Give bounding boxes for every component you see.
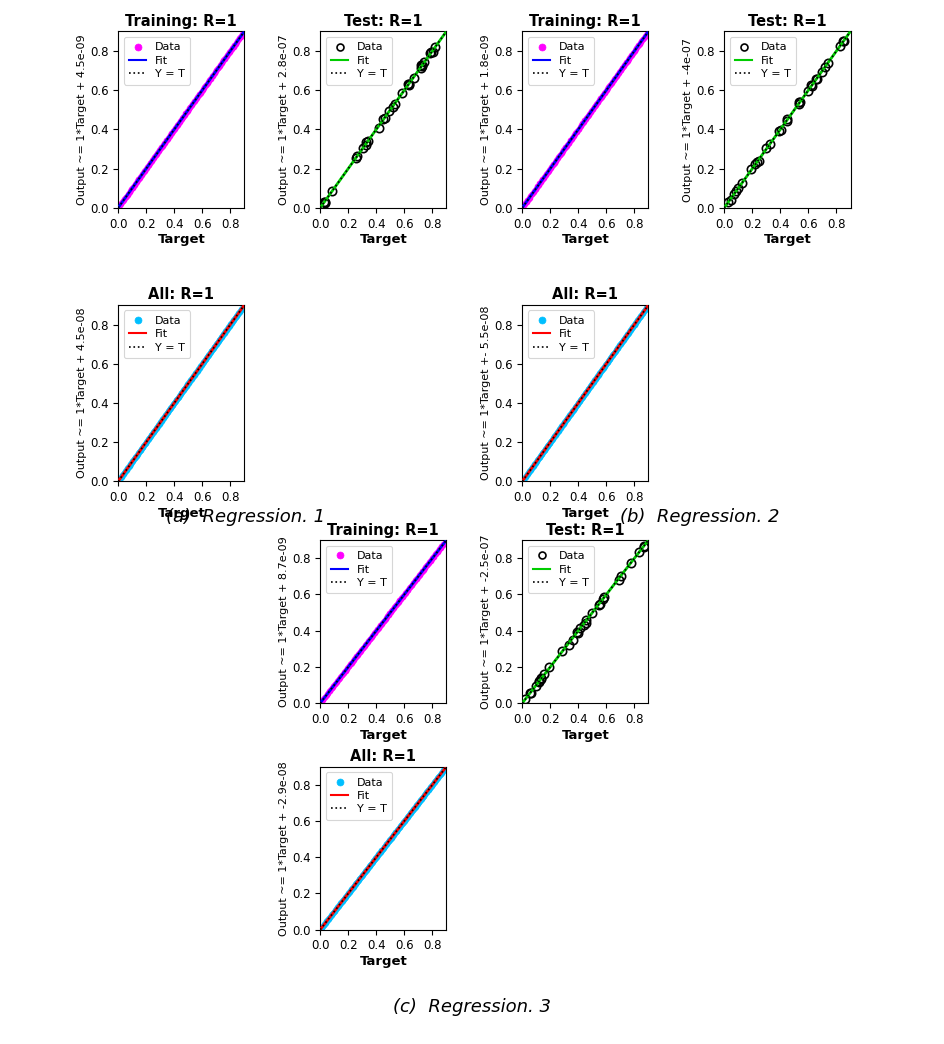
Legend: Data, Fit, Y = T: Data, Fit, Y = T: [527, 546, 594, 593]
Legend: Data, Fit, Y = T: Data, Fit, Y = T: [527, 37, 594, 85]
Legend: Data, Fit, Y = T: Data, Fit, Y = T: [124, 37, 190, 85]
Legend: Data, Fit, Y = T: Data, Fit, Y = T: [527, 310, 594, 358]
Title: All: R=1: All: R=1: [350, 749, 416, 764]
Y-axis label: Output ~= 1*Target + -2.5e-07: Output ~= 1*Target + -2.5e-07: [480, 535, 491, 709]
Legend: Data, Fit, Y = T: Data, Fit, Y = T: [326, 37, 392, 85]
Y-axis label: Output ~= 1*Target + 8.7e-09: Output ~= 1*Target + 8.7e-09: [278, 537, 289, 707]
Title: All: R=1: All: R=1: [551, 287, 617, 303]
Y-axis label: Output ~= 1*Target + 4.5e-09: Output ~= 1*Target + 4.5e-09: [76, 34, 87, 205]
Legend: Data, Fit, Y = T: Data, Fit, Y = T: [326, 773, 392, 820]
X-axis label: Target: Target: [561, 507, 609, 520]
Legend: Data, Fit, Y = T: Data, Fit, Y = T: [326, 546, 392, 593]
Legend: Data, Fit, Y = T: Data, Fit, Y = T: [729, 37, 796, 85]
Y-axis label: Output ~= 1*Target + -4e-07: Output ~= 1*Target + -4e-07: [683, 38, 692, 201]
Title: Training: R=1: Training: R=1: [126, 14, 237, 29]
Text: (a)  Regression. 1: (a) Regression. 1: [166, 507, 325, 526]
X-axis label: Target: Target: [359, 729, 407, 741]
Title: Test: R=1: Test: R=1: [748, 14, 826, 29]
Title: Training: R=1: Training: R=1: [327, 523, 439, 538]
X-axis label: Target: Target: [359, 233, 407, 246]
Title: All: R=1: All: R=1: [148, 287, 214, 303]
X-axis label: Target: Target: [359, 955, 407, 968]
Y-axis label: Output ~= 1*Target + 1.8e-09: Output ~= 1*Target + 1.8e-09: [480, 34, 491, 205]
Y-axis label: Output ~= 1*Target + -2.9e-08: Output ~= 1*Target + -2.9e-08: [278, 761, 289, 935]
X-axis label: Target: Target: [158, 507, 205, 520]
Text: (b)  Regression. 2: (b) Regression. 2: [619, 507, 778, 526]
Y-axis label: Output ~= 1*Target +- 5.5e-08: Output ~= 1*Target +- 5.5e-08: [480, 306, 491, 480]
X-axis label: Target: Target: [561, 729, 609, 741]
X-axis label: Target: Target: [158, 233, 205, 246]
X-axis label: Target: Target: [763, 233, 810, 246]
Y-axis label: Output ~= 1*Target + 4.5e-08: Output ~= 1*Target + 4.5e-08: [76, 308, 87, 478]
Text: (c)  Regression. 3: (c) Regression. 3: [393, 998, 551, 1017]
Title: Training: R=1: Training: R=1: [529, 14, 641, 29]
Title: Test: R=1: Test: R=1: [344, 14, 422, 29]
Y-axis label: Output ~= 1*Target + 2.8e-07: Output ~= 1*Target + 2.8e-07: [278, 34, 289, 205]
Legend: Data, Fit, Y = T: Data, Fit, Y = T: [124, 310, 190, 358]
X-axis label: Target: Target: [561, 233, 609, 246]
Title: Test: R=1: Test: R=1: [546, 523, 624, 538]
